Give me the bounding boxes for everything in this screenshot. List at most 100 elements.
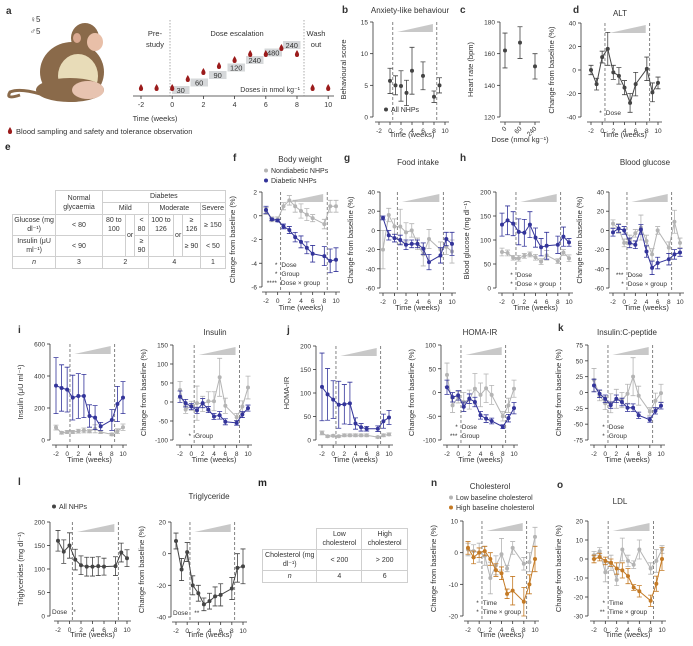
data-point [644,238,649,243]
legend-label: All NHPs [59,504,88,511]
x-tick-label: -2 [263,298,269,305]
data-point [240,412,245,417]
x-tick-label: 0 [622,299,626,306]
x-axis-label: Time (weeks) [67,455,112,464]
data-point [65,387,70,392]
dose-step [246,56,264,64]
data-point [185,550,190,555]
stat-annotation: * Time × group [476,609,521,616]
data-point [511,255,516,260]
panel-label: e [5,142,11,153]
data-point [386,213,391,218]
stat-annotation: *** Dose [616,272,643,279]
data-point [510,588,515,593]
y-axis-label: Change from baseline (%) [137,525,146,613]
data-point [505,218,510,223]
x-tick-label: 0 [185,628,189,635]
x-tick-label: 4 [479,451,483,458]
cell [147,235,175,257]
legend-marker [384,107,388,112]
legend-label: Low baseline cholesterol [456,495,533,502]
data-point [444,237,449,242]
cell: ≥ 90 [134,235,149,257]
panel-label: m [258,478,267,489]
data-point [478,392,483,397]
data-point [381,433,386,438]
stat-annotation-stars: * [275,262,278,269]
y-axis-label: Change from baseline (%) [228,195,237,283]
data-point [644,66,649,71]
y-tick-label: -40 [567,115,577,122]
y-tick-label: 0 [454,550,458,557]
y-axis-label: Heart rate (bpm) [466,41,475,97]
dose-escalation-wedge [465,347,502,355]
data-point [644,249,649,254]
data-point [527,560,532,565]
header-mild: Mild [101,202,149,215]
data-point [648,598,653,603]
data-point [512,406,516,411]
stat-annotation-stars: * [602,600,605,607]
x-tick-label: 8 [645,128,649,135]
x-tick-label: -2 [610,299,616,306]
data-point [299,239,303,244]
stat-annotation: * Group [602,433,627,440]
x-tick-label: 2 [634,299,638,306]
y-tick-label: 100 [480,238,491,245]
data-point [518,40,522,45]
x-tick-label: 0 [190,451,194,458]
x-tick-label: 8 [649,627,653,634]
dose-escalation-wedge [76,524,115,532]
x-tick-label: 6 [311,298,315,305]
row-cholesterol: Cholesterol (mg dl⁻¹) [261,549,318,571]
x-tick-label: 4 [88,451,92,458]
data-point [275,218,280,223]
data-point [461,404,466,409]
x-tick-label: 10 [654,128,662,135]
stat-annotation: * Dose [510,272,532,279]
data-point [90,564,95,569]
x-axis-label: Time (weeks) [192,455,237,464]
y-axis-label: Change from baseline (%) [407,348,416,436]
panel-a: a ♀5 ♂5 -2 0 2 4 6 8 10 Pre-study Dose escalatio… [6,6,334,136]
y-axis-label: Behavioural score [339,39,348,99]
x-tick-label: 10 [448,299,456,306]
stat-annotation-stars: * [455,424,458,431]
stat-annotation-label: Group [281,271,299,278]
stat-annotation: Dose ** [173,610,200,617]
series-line [612,221,681,257]
header-normal: Normal glycaemia [55,190,103,215]
x-axis-label: Time (weeks) [479,630,524,639]
dose-label: 90 [214,71,222,80]
panel-label: k [558,323,564,334]
legend-label: High baseline cholesterol [456,505,535,512]
stat-annotation: * Dose [599,110,621,117]
data-point [616,73,621,78]
data-point [620,568,625,573]
data-point [614,396,619,401]
dose-escalation-wedge [612,523,650,531]
data-point [409,228,414,233]
x-tick-label: 0 [477,627,481,634]
dose-escalation-wedge [609,25,646,33]
x-tick-label: 8 [501,451,505,458]
data-point [647,409,652,414]
cell: ≥ 150 [199,214,227,236]
data-point [484,416,489,421]
data-point [381,215,385,220]
dose-step [190,78,208,87]
blood-drop-icon [138,84,144,91]
stat-annotation-label: Dose [52,609,68,616]
x-tick-label: -2 [444,451,450,458]
data-point [189,404,194,409]
data-point [359,433,364,438]
stat-annotation-label: Dose [517,272,533,279]
cell: 3 [55,256,103,269]
dose-label: 240 [248,56,261,65]
x-tick-label: 4 [410,128,414,135]
data-point [240,404,245,409]
cell: or [173,214,184,257]
data-point [234,420,239,425]
panel-label: a [6,6,12,17]
